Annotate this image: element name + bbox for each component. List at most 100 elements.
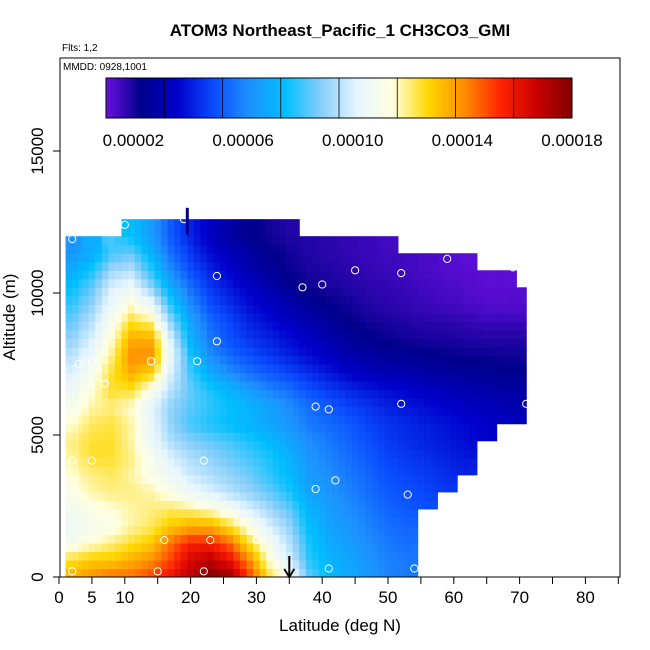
heatmap-cell xyxy=(200,355,208,365)
heatmap-cell xyxy=(213,346,221,357)
heatmap-cell xyxy=(167,219,175,229)
heatmap-cell xyxy=(391,542,399,553)
heatmap-cell xyxy=(266,287,274,297)
heatmap-cell xyxy=(88,338,96,348)
heatmap-cell xyxy=(180,449,188,459)
heatmap-cell xyxy=(437,355,445,365)
heatmap-cell xyxy=(180,551,188,561)
heatmap-cell xyxy=(332,534,340,544)
heatmap-cell xyxy=(286,474,294,484)
heatmap-cell xyxy=(226,466,234,476)
heatmap-cell xyxy=(391,466,399,476)
heatmap-cell xyxy=(114,364,123,374)
heatmap-cell xyxy=(78,534,83,544)
heatmap-cell xyxy=(141,236,149,246)
heatmap-cell xyxy=(397,261,406,271)
heatmap-cell xyxy=(108,244,116,254)
heatmap-cell xyxy=(147,295,156,305)
heatmap-cell xyxy=(522,398,527,408)
heatmap-cell xyxy=(489,372,498,382)
heatmap-cell xyxy=(364,457,373,467)
heatmap-cell xyxy=(384,542,392,553)
heatmap-cell xyxy=(437,423,445,433)
heatmap-cell xyxy=(167,355,175,365)
heatmap-cell xyxy=(147,432,156,442)
heatmap-cell xyxy=(114,466,123,476)
heatmap-cell xyxy=(411,329,419,340)
heatmap-cell xyxy=(174,244,182,254)
heatmap-cell xyxy=(457,423,465,433)
heatmap-cell xyxy=(371,372,379,382)
heatmap-cell xyxy=(128,236,136,246)
heatmap-cell xyxy=(305,346,313,357)
colorbar-tick-label: 0.00002 xyxy=(103,131,164,150)
heatmap-cell xyxy=(424,253,432,263)
heatmap-cell xyxy=(391,398,399,408)
heatmap-cell xyxy=(371,559,379,570)
heatmap-cell xyxy=(108,457,116,467)
heatmap-cell xyxy=(312,491,320,501)
heatmap-cell xyxy=(259,551,267,561)
heatmap-cell xyxy=(180,372,188,382)
heatmap-cell xyxy=(345,542,353,553)
heatmap-cell xyxy=(384,364,392,374)
heatmap-cell xyxy=(95,295,103,305)
heatmap-cell xyxy=(364,312,373,322)
heatmap-cell xyxy=(272,398,281,408)
heatmap-cell xyxy=(65,270,73,280)
heatmap-cell xyxy=(72,261,80,271)
heatmap-cell xyxy=(351,355,359,365)
heatmap-cell xyxy=(82,278,90,288)
heatmap-field xyxy=(65,219,527,577)
heatmap-cell xyxy=(207,244,215,254)
heatmap-cell xyxy=(180,483,188,493)
heatmap-cell xyxy=(483,295,491,305)
heatmap-cell xyxy=(259,261,267,271)
heatmap-cell xyxy=(325,398,333,408)
heatmap-cell xyxy=(147,398,156,408)
heatmap-cell xyxy=(299,372,307,382)
heatmap-cell xyxy=(233,329,241,340)
heatmap-cell xyxy=(134,517,142,527)
heatmap-cell xyxy=(160,432,169,442)
sample-point xyxy=(311,402,320,411)
heatmap-cell xyxy=(358,508,366,518)
heatmap-cell xyxy=(167,551,175,561)
heatmap-cell xyxy=(384,278,392,288)
heatmap-cell xyxy=(134,244,142,254)
heatmap-cell xyxy=(88,517,96,527)
heatmap-cell xyxy=(443,329,452,340)
heatmap-cell xyxy=(187,551,195,561)
heatmap-cell xyxy=(154,534,162,544)
dates-label: MMDD: 0928,1001 xyxy=(63,62,147,73)
heatmap-cell xyxy=(180,364,188,374)
heatmap-cell xyxy=(404,295,412,305)
heatmap-cell xyxy=(364,440,373,450)
heatmap-cell xyxy=(233,415,241,425)
heatmap-cell xyxy=(332,287,340,297)
heatmap-cell xyxy=(437,270,445,280)
heatmap-cell xyxy=(351,364,359,374)
heatmap-cell xyxy=(239,244,248,254)
heatmap-cell xyxy=(147,253,156,263)
heatmap-cell xyxy=(470,389,478,399)
heatmap-cell xyxy=(174,559,182,570)
heatmap-cell xyxy=(286,329,294,340)
heatmap-cell xyxy=(503,372,511,382)
heatmap-cell xyxy=(253,346,261,357)
heatmap-cell xyxy=(193,534,202,544)
heatmap-cell xyxy=(391,261,399,271)
heatmap-cell xyxy=(266,338,274,348)
heatmap-cell xyxy=(239,525,248,535)
heatmap-cell xyxy=(207,295,215,305)
y-tick-label: 0 xyxy=(28,572,47,581)
heatmap-cell xyxy=(207,219,215,229)
heatmap-cell xyxy=(108,415,116,425)
heatmap-cell xyxy=(160,244,169,254)
heatmap-cell xyxy=(233,270,241,280)
heatmap-cell xyxy=(78,346,83,357)
heatmap-cell xyxy=(134,568,142,577)
heatmap-cell xyxy=(443,270,452,280)
heatmap-cell xyxy=(292,219,300,229)
heatmap-cell xyxy=(82,304,90,314)
